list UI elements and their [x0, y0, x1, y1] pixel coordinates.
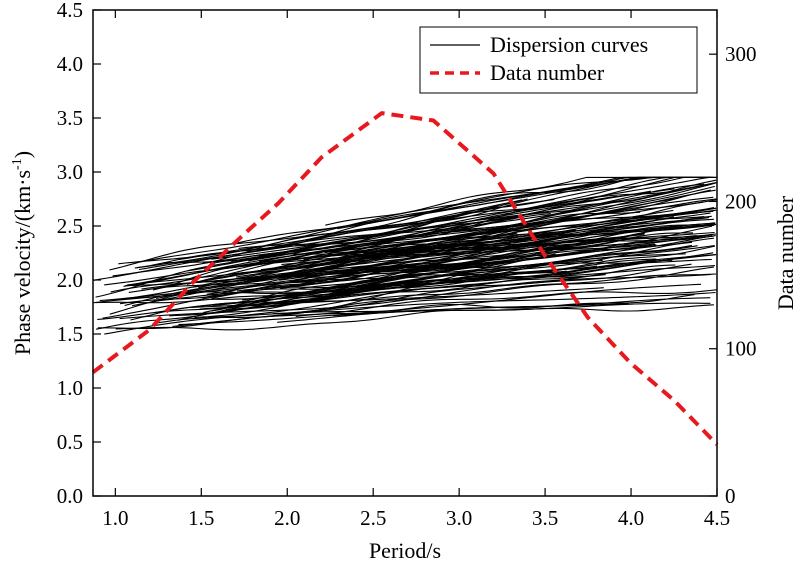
dispersion-curve [206, 235, 716, 295]
y-left-tick-label: 2.0 [57, 268, 83, 292]
legend-dispersion-label: Dispersion curves [490, 32, 648, 57]
dispersion-curve [156, 266, 714, 324]
dispersion-curves-group [93, 176, 717, 335]
y-left-title-main: Phase velocity/(km·s [10, 170, 35, 355]
x-axis-title: Period/s [369, 538, 441, 563]
dispersion-curve [202, 238, 533, 299]
dispersion-curve [277, 302, 711, 323]
x-tick-label: 4.5 [704, 506, 730, 530]
legend-box [419, 26, 698, 94]
y-left-tick-label: 0.0 [57, 484, 83, 508]
y-left-title-close: ) [10, 151, 35, 158]
dispersion-curve [235, 234, 552, 284]
dispersion-curve [230, 224, 713, 262]
dispersion-curve [156, 254, 507, 300]
y-right-tick-label: 300 [725, 42, 757, 66]
x-tick-label: 1.5 [188, 506, 214, 530]
dispersion-curve [303, 200, 621, 243]
y-left-tick-label: 0.5 [57, 430, 83, 454]
x-tick-label: 3.5 [532, 506, 558, 530]
y-left-tick-label: 2.5 [57, 214, 83, 238]
x-tick-label: 2.0 [274, 506, 300, 530]
dispersion-curve [172, 291, 716, 328]
legend-data-number-label: Data number [490, 60, 605, 85]
y-axis-right: 0 100 200 300 [709, 42, 757, 508]
dispersion-curve [178, 283, 702, 326]
dispersion-curve [138, 218, 504, 271]
dispersion-curve [131, 232, 518, 307]
y-left-tick-label: 1.5 [57, 322, 83, 346]
dispersion-curve [285, 240, 609, 289]
y-left-tick-label: 3.5 [57, 106, 83, 130]
data-number-line [91, 111, 719, 446]
data-number-series-group [91, 111, 719, 446]
y-right-axis-title: Data number [773, 195, 798, 310]
y-right-tick-label: 200 [725, 189, 757, 213]
dispersion-curve [363, 224, 714, 254]
dispersion-curve [279, 233, 645, 289]
dispersion-curve [110, 212, 551, 293]
legend: Dispersion curves Data number [419, 26, 698, 94]
y-left-axis-title: Phase velocity/(km·s-1) [10, 151, 35, 355]
x-tick-label: 2.5 [360, 506, 386, 530]
dispersion-curve [199, 254, 716, 310]
dispersion-curve [211, 232, 645, 312]
dispersion-curve [95, 245, 716, 330]
dispersion-curve [169, 244, 693, 317]
dispersion-curve [295, 294, 695, 318]
dispersion-curve [328, 229, 577, 257]
dispersion-curve [104, 254, 717, 335]
dispersion-curve [212, 265, 715, 307]
dispersion-curve [123, 216, 509, 287]
x-tick-label: 3.0 [446, 506, 472, 530]
dispersion-curve [285, 263, 692, 315]
dispersion-curve [236, 212, 711, 278]
dispersion-curve [125, 243, 656, 287]
y-right-tick-label: 100 [725, 337, 757, 361]
x-axis: 1.0 1.5 2.0 2.5 3.0 3.5 4.0 4.5 [102, 10, 730, 530]
dispersion-curve [211, 261, 508, 299]
dispersion-curve [115, 304, 714, 331]
y-left-tick-label: 3.0 [57, 160, 83, 184]
y-left-title-superscript: -1 [10, 158, 25, 170]
dispersion-curve [333, 215, 712, 253]
dispersion-curve [248, 176, 716, 262]
y-left-tick-label: 1.0 [57, 376, 83, 400]
x-tick-label: 1.0 [102, 506, 128, 530]
dispersion-curve [344, 274, 606, 292]
dispersion-curve [97, 289, 717, 329]
y-left-tick-label: 4.0 [57, 52, 83, 76]
y-axis-left: 0.0 0.5 1.0 1.5 2.0 2.5 3.0 3.5 4.0 4.5 [57, 0, 101, 508]
dispersion-curve [152, 199, 717, 291]
dispersion-curve [325, 183, 705, 253]
y-right-tick-label: 0 [725, 484, 736, 508]
y-left-tick-label: 4.5 [57, 0, 83, 22]
dispersion-curve [211, 198, 528, 260]
dispersion-curve [305, 176, 712, 241]
plot-frame [92, 9, 718, 497]
dispersion-curve [273, 252, 714, 315]
x-tick-label: 4.0 [618, 506, 644, 530]
